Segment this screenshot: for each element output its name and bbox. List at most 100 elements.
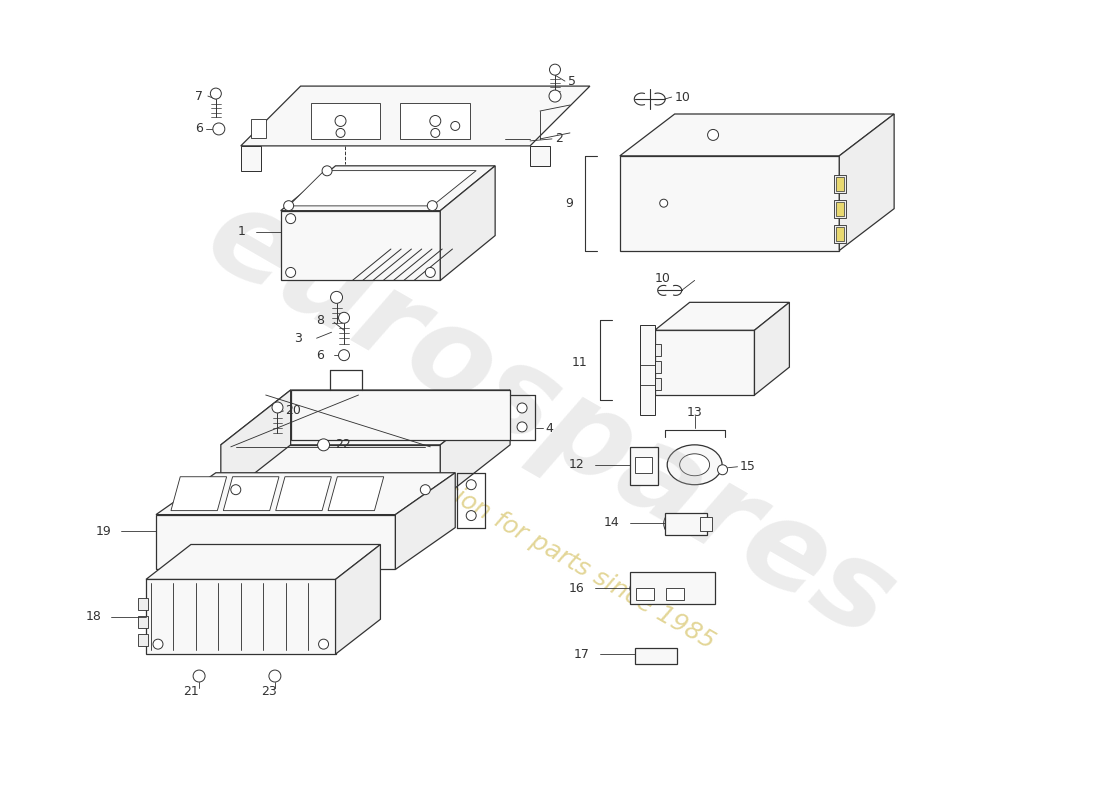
Text: 19: 19 — [96, 525, 111, 538]
Circle shape — [339, 312, 350, 323]
Polygon shape — [241, 146, 261, 170]
Text: 14: 14 — [604, 516, 619, 529]
Bar — [700, 517, 712, 530]
Polygon shape — [755, 302, 790, 395]
Text: 21: 21 — [184, 686, 199, 698]
Circle shape — [231, 485, 241, 494]
Polygon shape — [290, 390, 510, 440]
Circle shape — [466, 480, 476, 490]
Polygon shape — [170, 477, 227, 510]
Text: 22: 22 — [336, 438, 351, 451]
Bar — [834, 200, 846, 218]
Polygon shape — [280, 210, 440, 281]
Text: 16: 16 — [569, 582, 585, 595]
Polygon shape — [146, 579, 336, 654]
Bar — [834, 225, 846, 242]
Polygon shape — [156, 473, 455, 514]
Text: 18: 18 — [86, 610, 101, 623]
Text: 6: 6 — [316, 349, 324, 362]
Text: 12: 12 — [569, 458, 585, 471]
Text: 17: 17 — [574, 648, 590, 661]
Circle shape — [549, 90, 561, 102]
Bar — [836, 226, 845, 241]
Polygon shape — [221, 390, 290, 500]
Polygon shape — [156, 514, 395, 570]
Text: 8: 8 — [316, 314, 324, 326]
Bar — [836, 177, 845, 190]
Text: 3: 3 — [294, 332, 301, 345]
Circle shape — [284, 201, 294, 210]
Polygon shape — [328, 477, 384, 510]
Text: 20: 20 — [286, 405, 301, 418]
Text: 7: 7 — [195, 90, 202, 102]
Circle shape — [660, 199, 668, 207]
Text: 11: 11 — [572, 356, 587, 369]
Bar — [138, 598, 148, 610]
Text: 10: 10 — [674, 90, 691, 103]
Polygon shape — [619, 114, 894, 156]
Polygon shape — [223, 477, 279, 510]
Polygon shape — [619, 156, 839, 250]
Circle shape — [336, 115, 346, 126]
Circle shape — [286, 267, 296, 278]
Circle shape — [717, 465, 727, 474]
Polygon shape — [630, 447, 658, 485]
Polygon shape — [635, 457, 651, 473]
Polygon shape — [635, 648, 676, 664]
Circle shape — [517, 422, 527, 432]
Bar — [652, 378, 661, 390]
Polygon shape — [395, 473, 455, 570]
Circle shape — [319, 639, 329, 649]
Polygon shape — [310, 103, 381, 139]
Polygon shape — [530, 146, 550, 166]
Polygon shape — [654, 330, 755, 395]
Text: 23: 23 — [261, 686, 277, 698]
Bar — [834, 174, 846, 193]
Polygon shape — [146, 545, 381, 579]
Bar — [652, 344, 661, 356]
Bar — [636, 588, 653, 600]
Bar — [666, 588, 684, 600]
Circle shape — [286, 214, 296, 224]
Text: 5: 5 — [568, 74, 576, 88]
Polygon shape — [280, 166, 495, 210]
Polygon shape — [640, 326, 654, 415]
Polygon shape — [839, 114, 894, 250]
Circle shape — [268, 670, 280, 682]
Polygon shape — [288, 170, 476, 206]
Circle shape — [272, 402, 283, 413]
Polygon shape — [276, 477, 331, 510]
Circle shape — [194, 670, 205, 682]
Circle shape — [322, 166, 332, 176]
Text: 9: 9 — [565, 197, 573, 210]
Bar — [836, 202, 845, 216]
Ellipse shape — [680, 454, 710, 476]
Ellipse shape — [668, 445, 722, 485]
Polygon shape — [664, 513, 706, 534]
Circle shape — [426, 267, 436, 278]
Bar — [652, 361, 661, 373]
Text: 4: 4 — [544, 422, 553, 435]
Text: 2: 2 — [556, 133, 563, 146]
Polygon shape — [221, 390, 510, 445]
Text: a passion for parts since 1985: a passion for parts since 1985 — [381, 445, 719, 654]
Circle shape — [153, 639, 163, 649]
Circle shape — [336, 129, 345, 138]
Text: 6: 6 — [195, 122, 202, 135]
Circle shape — [331, 291, 342, 303]
Circle shape — [451, 122, 460, 130]
Bar — [138, 616, 148, 628]
Circle shape — [430, 115, 441, 126]
Polygon shape — [241, 86, 590, 146]
Circle shape — [517, 403, 527, 413]
Polygon shape — [630, 572, 715, 604]
Text: 1: 1 — [238, 225, 245, 238]
Circle shape — [318, 439, 330, 451]
Circle shape — [210, 88, 221, 99]
Text: 15: 15 — [739, 460, 756, 474]
Circle shape — [431, 129, 440, 138]
Polygon shape — [336, 545, 381, 654]
Polygon shape — [654, 302, 790, 330]
Circle shape — [550, 64, 561, 75]
Circle shape — [466, 510, 476, 521]
